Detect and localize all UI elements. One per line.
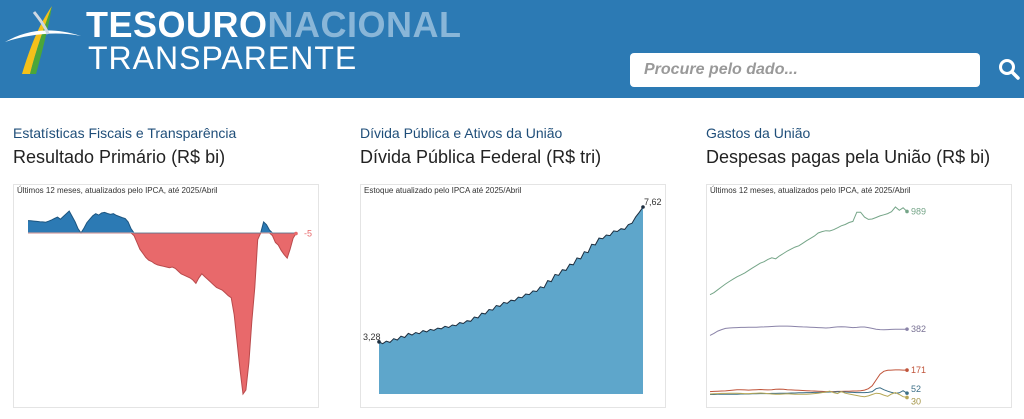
- series-value-label-2: 171: [911, 365, 926, 375]
- card-category: Dívida Pública e Ativos da União: [360, 125, 563, 141]
- card-category: Estatísticas Fiscais e Transparência: [13, 125, 237, 141]
- last-value-label: -5: [304, 229, 312, 239]
- card-despesas[interactable]: Gastos da União Despesas pagas pela Uniã…: [706, 124, 1024, 168]
- brand-title: TesouroNacional: [86, 6, 462, 44]
- chart-note: Últimos 12 meses, atualizados pelo IPCA,…: [710, 186, 911, 195]
- debt-line: [378, 206, 644, 345]
- series-value-label-1: 382: [911, 324, 926, 334]
- chart-despesas[interactable]: Últimos 12 meses, atualizados pelo IPCA,…: [706, 184, 1012, 408]
- card-category: Gastos da União: [706, 125, 811, 141]
- series-value-label-3: 52: [911, 384, 921, 394]
- series-last-point-1: [905, 327, 909, 331]
- series-value-label-4: 30: [911, 396, 921, 406]
- logo-icon[interactable]: [4, 4, 82, 78]
- series-last-point-3: [905, 391, 909, 395]
- negative-area: [28, 232, 296, 394]
- series-line-4: [709, 390, 908, 398]
- search-icon[interactable]: [996, 56, 1024, 84]
- chart-resultado-primario[interactable]: Últimos 12 meses, atualizados pelo IPCA,…: [13, 184, 319, 408]
- chart-divida-publica[interactable]: Estoque atualizado pelo IPCA até 2025/Ab…: [360, 184, 666, 408]
- positive-area: [28, 211, 296, 233]
- card-divida-publica[interactable]: Dívida Pública e Ativos da União Dívida …: [360, 124, 680, 168]
- series-line-0: [709, 206, 908, 296]
- chart-2-svg: 989 382 171 52 30: [709, 206, 926, 406]
- brand-word-2: Nacional: [267, 4, 462, 45]
- brand-word-1: Tesouro: [86, 4, 268, 45]
- chart-note: Últimos 12 meses, atualizados pelo IPCA,…: [17, 186, 218, 195]
- series-last-point-2: [905, 368, 909, 372]
- series-last-point-0: [905, 209, 909, 214]
- card-resultado-primario[interactable]: Estatísticas Fiscais e Transparência Res…: [13, 124, 333, 168]
- brand-subtitle: Transparente: [88, 40, 358, 76]
- first-value-label: 3,28: [363, 332, 381, 342]
- chart-1-svg: 3,28 7,62: [363, 197, 662, 394]
- series-line-2: [709, 369, 907, 393]
- last-value-label: 7,62: [644, 197, 662, 207]
- site-header: TesouroNacional Transparente: [0, 0, 1024, 98]
- card-title[interactable]: Despesas pagas pela União (R$ bi): [706, 147, 991, 167]
- first-point: [377, 340, 381, 344]
- chart-note: Estoque atualizado pelo IPCA até 2025/Ab…: [364, 186, 522, 195]
- card-title[interactable]: Resultado Primário (R$ bi): [13, 147, 226, 167]
- series-line-1: [709, 325, 907, 336]
- chart-0-svg: -5: [27, 210, 312, 396]
- card-title[interactable]: Dívida Pública Federal (R$ tri): [360, 147, 602, 167]
- series-value-label-0: 989: [911, 206, 926, 216]
- series-last-point-4: [905, 395, 909, 400]
- last-point: [294, 231, 298, 236]
- last-point: [641, 205, 645, 209]
- search-input[interactable]: [630, 53, 980, 87]
